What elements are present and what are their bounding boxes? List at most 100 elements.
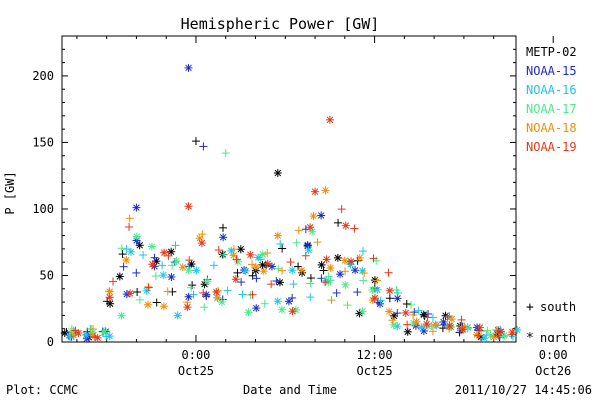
data-point-north [115, 272, 124, 281]
plot-frame [61, 35, 517, 343]
data-point-south [189, 290, 198, 299]
data-point-north [160, 248, 169, 257]
data-point-north [117, 311, 126, 320]
data-point-south [457, 315, 466, 324]
data-point-south [294, 226, 303, 235]
x-axis-label: Date and Time [243, 383, 337, 397]
data-point-south [286, 258, 295, 267]
data-point-north [304, 246, 313, 255]
data-point-north [251, 262, 260, 271]
data-point-south [403, 320, 412, 329]
data-point-south [443, 312, 452, 321]
data-point-north [93, 333, 102, 342]
data-point-south [144, 282, 153, 291]
data-point-south [163, 287, 172, 296]
data-point-north [403, 327, 412, 336]
data-point-north [184, 266, 193, 275]
data-point-north [333, 253, 342, 262]
data-point-south [133, 287, 142, 296]
data-point-south [276, 239, 285, 248]
data-point-north [259, 267, 268, 276]
data-point-south [144, 283, 153, 292]
data-point-north [183, 303, 192, 312]
data-point-south [125, 222, 134, 231]
data-point-south [119, 262, 128, 271]
data-point-south [360, 269, 369, 278]
data-point-south [343, 301, 352, 310]
data-point-north [284, 297, 293, 306]
data-point-north [458, 325, 467, 334]
data-point-north [288, 307, 297, 316]
data-point-south [274, 264, 283, 273]
data-point-north [267, 262, 276, 271]
data-point-north [229, 251, 238, 260]
data-point-south [214, 246, 223, 255]
x-tick-date-label: Oct25 [357, 364, 393, 378]
data-point-south [272, 277, 281, 286]
data-point-north [167, 247, 176, 256]
data-point-south [327, 296, 336, 305]
data-point-north [203, 277, 212, 286]
data-point-north [132, 232, 141, 241]
data-point-north [321, 186, 330, 195]
data-point-south [278, 266, 287, 275]
data-point-north [358, 266, 367, 275]
data-point-north [322, 255, 331, 264]
data-point-north [273, 297, 282, 306]
data-point-north [389, 320, 398, 329]
data-point-north [258, 260, 267, 269]
data-point-south [319, 266, 328, 275]
data-point-north [431, 320, 440, 329]
data-point-south [191, 137, 200, 146]
data-point-south [423, 313, 432, 322]
data-point-north [489, 333, 498, 342]
data-point-north [358, 307, 367, 316]
data-point-north [303, 240, 312, 249]
data-point-north [475, 323, 484, 332]
data-point-north [317, 211, 326, 220]
data-point-north [401, 308, 410, 317]
data-point-north [277, 305, 286, 314]
data-point-north [213, 293, 222, 302]
data-point-north [273, 169, 282, 178]
data-point-south [200, 303, 209, 312]
data-point-north [126, 247, 135, 256]
data-point-north [236, 245, 245, 254]
data-point-south [407, 300, 416, 309]
data-point-north [143, 300, 152, 309]
data-point-north [341, 221, 350, 230]
data-point-south [199, 142, 208, 151]
data-point-south [409, 310, 418, 319]
data-point-south [483, 326, 492, 335]
data-point-south [292, 238, 301, 247]
chart-title: Hemispheric Power [GW] [181, 15, 380, 33]
data-point-north [126, 289, 135, 298]
data-point-south [232, 255, 241, 264]
data-point-south [388, 316, 397, 325]
data-point-north [184, 292, 193, 301]
data-point-north [192, 266, 201, 275]
data-point-south [288, 293, 297, 302]
data-point-south [306, 293, 315, 302]
data-point-south [209, 261, 218, 270]
data-point-north [326, 264, 335, 273]
data-point-south [152, 298, 161, 307]
satellite-legend: METP-02 NOAA-15 NOAA-16 NOAA-17 NOAA-18 NOAA-… [526, 45, 577, 154]
data-point-south [384, 268, 393, 277]
x-tick-date-label: Oct25 [178, 364, 214, 378]
data-point-south [218, 223, 227, 232]
data-point-south [267, 280, 276, 289]
data-point-north [336, 270, 345, 279]
marker-label: south [540, 300, 576, 314]
data-point-north [412, 317, 421, 326]
x-tick-time-label: 12:00 [357, 348, 393, 362]
data-point-north [258, 250, 267, 259]
data-point-north [184, 202, 193, 211]
marker-symbol: * [526, 331, 534, 346]
data-point-north [340, 256, 349, 265]
data-point-south [263, 249, 272, 258]
marker-symbol: + [526, 300, 534, 315]
data-point-south [118, 250, 127, 259]
y-tick-label: 100 [32, 202, 54, 216]
data-point-north [99, 328, 108, 337]
